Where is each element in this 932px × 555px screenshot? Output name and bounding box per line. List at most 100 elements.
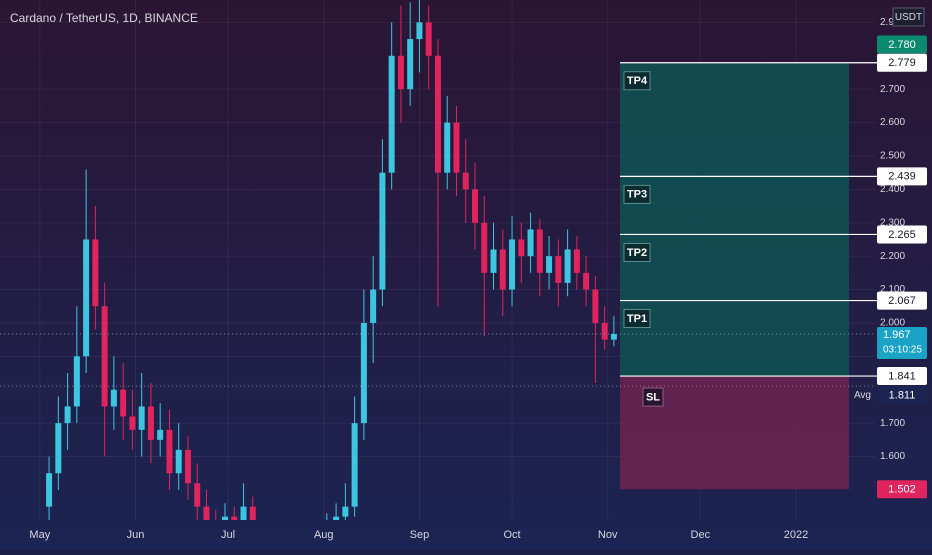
candle-body — [231, 516, 238, 520]
candle-body — [370, 289, 377, 323]
candle-body — [46, 473, 53, 507]
target-price: 2.439 — [888, 171, 916, 183]
stop-price: 1.502 — [888, 484, 916, 496]
target-tag: TP2 — [627, 247, 647, 259]
chart-title: Cardano / TetherUS, 1D, BINANCE — [10, 11, 198, 25]
candle-body — [434, 55, 441, 173]
currency-box — [892, 7, 925, 27]
candle-body — [351, 423, 358, 507]
y-tick-label: 2.500 — [880, 151, 905, 162]
target-tag-box — [623, 309, 651, 328]
target-top-price: 2.780 — [888, 39, 916, 51]
x-tick-label: Jul — [221, 529, 235, 541]
stop-tag: SL — [646, 391, 660, 403]
candle-body — [583, 272, 590, 290]
candle-body — [83, 239, 90, 357]
target-price: 2.779 — [888, 57, 916, 69]
x-tick-label: 2022 — [784, 529, 808, 541]
candle-body — [157, 429, 164, 440]
candle-body — [536, 229, 543, 273]
candle-body — [388, 55, 395, 173]
candle-body — [360, 322, 367, 424]
position-zones — [620, 62, 849, 490]
candle-body — [509, 239, 516, 290]
entry-price-box — [877, 367, 927, 386]
last-price: 1.967 — [883, 329, 911, 341]
stop-price-box — [877, 480, 927, 499]
candle-body — [610, 333, 617, 340]
candle-body — [194, 483, 201, 507]
candle-body — [472, 189, 478, 223]
candle-body — [444, 122, 451, 173]
candle-body — [203, 506, 210, 520]
candle-body — [147, 406, 154, 440]
candle-body — [453, 122, 460, 173]
candle-body — [64, 406, 71, 424]
candle-body — [110, 389, 117, 407]
candle-body — [601, 322, 608, 340]
x-tick-label: Aug — [314, 529, 334, 541]
candle-body — [397, 55, 404, 90]
target-price: 2.067 — [888, 295, 916, 307]
candle-body — [92, 239, 99, 307]
candle-body — [573, 249, 580, 273]
x-tick-label: Oct — [503, 529, 520, 541]
y-tick-label: 2.400 — [880, 184, 905, 195]
candle-body — [592, 289, 599, 323]
target-top-price-box — [877, 35, 927, 54]
target-zone — [620, 62, 849, 377]
y-tick-label: 1.600 — [880, 451, 905, 462]
candle-body — [333, 516, 340, 520]
candle-body — [499, 249, 506, 290]
candle-body — [138, 406, 145, 430]
candle-body — [407, 39, 414, 90]
x-tick-label: Jun — [127, 529, 145, 541]
target-tag-box — [623, 243, 651, 262]
candle-body — [240, 506, 247, 520]
y-tick-label: 2.600 — [880, 117, 905, 128]
candle-body — [462, 172, 469, 190]
target-price-box — [877, 167, 927, 186]
candle-body — [416, 22, 423, 40]
candle-body — [527, 229, 534, 257]
y-tick-label: 1.700 — [880, 418, 905, 429]
candle-body — [481, 222, 488, 273]
candle-body — [120, 389, 127, 417]
target-price-box — [877, 291, 927, 310]
candle-body — [166, 429, 173, 474]
average-price: 1.811 — [889, 389, 916, 401]
stop-tag-box — [642, 387, 664, 407]
average-tag: Avg — [854, 390, 871, 401]
candle-body — [55, 423, 62, 474]
x-tick-label: Sep — [410, 529, 430, 541]
candle-body — [490, 249, 497, 273]
countdown: 03:10:25 — [883, 345, 922, 356]
candle-body — [129, 416, 136, 430]
candle-body — [184, 449, 191, 484]
target-tag: TP1 — [627, 313, 647, 325]
y-tick-label: 2.100 — [880, 284, 905, 295]
candle-body — [518, 239, 525, 257]
overlay: 1.6001.7001.9002.0002.1002.2002.3002.400… — [0, 17, 927, 541]
candle-body — [222, 516, 228, 520]
target-tag: TP4 — [627, 75, 648, 87]
x-tick-label: Nov — [598, 529, 618, 541]
candle-body — [546, 256, 553, 273]
currency: USDT — [895, 12, 922, 23]
candle-body — [555, 256, 562, 283]
last-price-box — [877, 326, 927, 359]
target-price: 2.265 — [888, 229, 916, 241]
candle-body — [379, 172, 386, 290]
target-price-box — [877, 225, 927, 244]
target-tag-box — [623, 71, 651, 91]
y-tick-label: 2.000 — [880, 318, 905, 329]
target-tag-box — [623, 184, 651, 204]
candle-body — [175, 449, 182, 474]
y-tick-label: 2.700 — [880, 84, 905, 95]
x-tick-label: Dec — [691, 529, 711, 541]
average-price-box — [877, 386, 927, 405]
x-tick-label: May — [29, 529, 50, 541]
target-price-box — [877, 53, 927, 72]
